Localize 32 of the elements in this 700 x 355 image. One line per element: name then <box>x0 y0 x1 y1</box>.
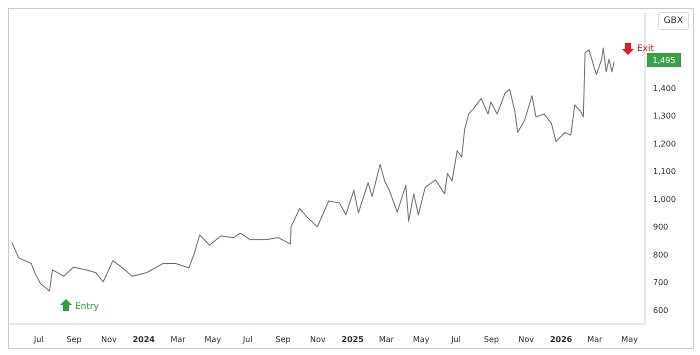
x-tick-label: Nov <box>310 335 326 344</box>
x-tick-label: May <box>621 335 638 344</box>
x-tick-label: Sep <box>66 335 82 344</box>
text: 1,495 <box>652 56 676 65</box>
x-tick-label: 2025 <box>342 335 364 344</box>
x-tick-label: Jul <box>32 335 44 344</box>
y-tick-label: 700 <box>653 278 668 288</box>
x-tick-label: 2026 <box>550 335 573 344</box>
y-tick-label: 1,200 <box>653 139 676 148</box>
y-tick-label: 1,300 <box>653 112 676 121</box>
x-tick-label: Mar <box>378 335 395 344</box>
x-tick-label: Jul <box>450 335 461 344</box>
line-series <box>11 47 615 292</box>
annotation: Entry <box>75 302 100 312</box>
x-tick-label: Sep <box>484 335 499 344</box>
x-tick-label: Jul <box>242 335 252 344</box>
y-axis-title: GBX <box>658 12 689 30</box>
x-tick-label: Mar <box>587 335 604 344</box>
annotation: Exit <box>637 44 655 54</box>
y-tick-label: 1,100 <box>653 167 676 176</box>
x-tick-label: 2024 <box>132 335 156 344</box>
y-tick-label: 800 <box>653 250 668 260</box>
y-tick-label: 600 <box>653 306 668 315</box>
x-tick-label: May <box>412 335 430 344</box>
y-tick-label: 900 <box>653 222 668 232</box>
y-tick-label: 1,400 <box>653 84 676 93</box>
x-tick-label: Nov <box>518 335 534 344</box>
x-tick-label: Nov <box>101 335 117 344</box>
y-tick-label: 1,000 <box>653 194 676 204</box>
x-tick-label: Sep <box>276 335 291 344</box>
x-tick-label: May <box>204 335 222 344</box>
x-tick-label: Mar <box>170 335 186 344</box>
